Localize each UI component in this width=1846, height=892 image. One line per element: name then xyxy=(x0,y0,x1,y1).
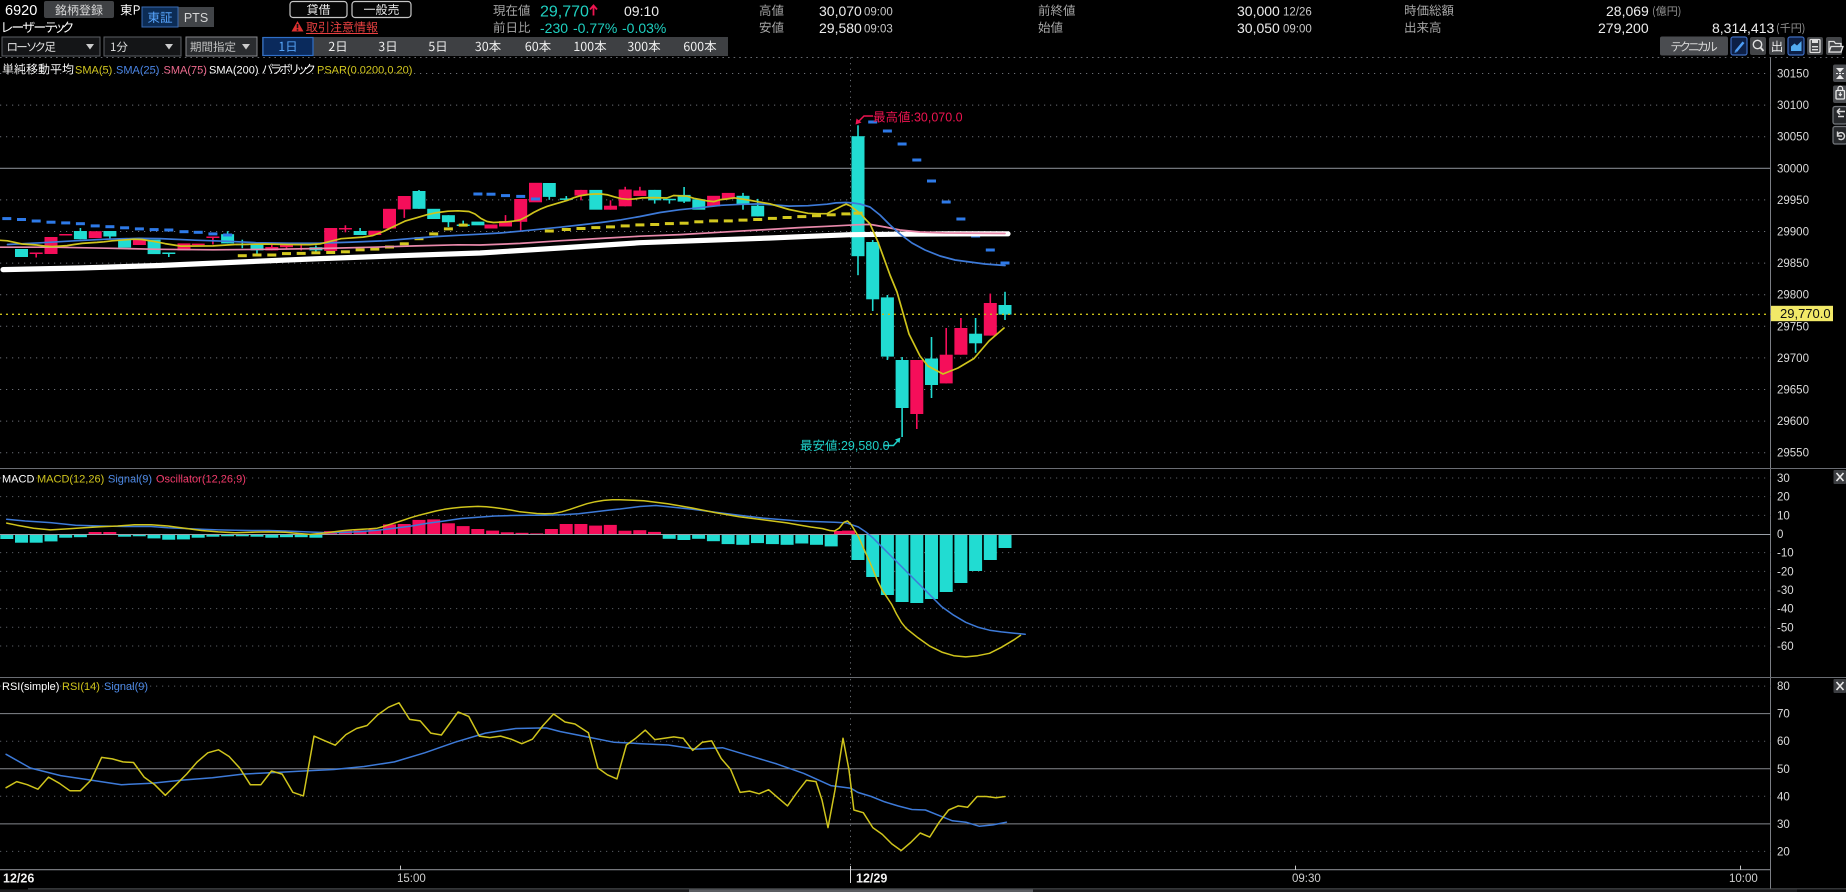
svg-text:30150: 30150 xyxy=(1777,69,1809,81)
svg-text:09:00: 09:00 xyxy=(1283,24,1312,36)
svg-text:20: 20 xyxy=(1777,492,1790,504)
svg-text:80: 80 xyxy=(1777,681,1790,693)
svg-text:MACD(12,26): MACD(12,26) xyxy=(37,474,104,486)
svg-text:28,069: 28,069 xyxy=(1606,3,1649,19)
svg-text:15:00: 15:00 xyxy=(397,873,426,885)
svg-text:-0.77%: -0.77% xyxy=(573,20,617,36)
svg-text:PSAR(0.0200,0.20): PSAR(0.0200,0.20) xyxy=(317,65,412,77)
svg-text:29,580: 29,580 xyxy=(819,20,862,36)
svg-text:30,000: 30,000 xyxy=(1237,3,1280,19)
svg-text:12/29: 12/29 xyxy=(856,872,887,886)
svg-text:6920: 6920 xyxy=(5,3,37,19)
svg-text:10:00: 10:00 xyxy=(1729,873,1758,885)
svg-text:RSI(14): RSI(14) xyxy=(62,681,100,693)
svg-text:Signal(9): Signal(9) xyxy=(108,474,152,486)
svg-text:30000: 30000 xyxy=(1777,163,1809,175)
svg-text:-230: -230 xyxy=(540,20,568,36)
svg-text:29950: 29950 xyxy=(1777,195,1809,207)
svg-text:30: 30 xyxy=(1777,819,1790,831)
svg-text:12/26: 12/26 xyxy=(3,872,34,886)
svg-text:SMA(200): SMA(200) xyxy=(209,65,259,77)
svg-text:8,314,413: 8,314,413 xyxy=(1712,20,1774,36)
svg-text:30,070: 30,070 xyxy=(819,3,862,19)
svg-text:29700: 29700 xyxy=(1777,353,1809,365)
svg-text:12/26: 12/26 xyxy=(1283,7,1312,19)
svg-text:09:30: 09:30 xyxy=(1292,873,1321,885)
svg-text:30,050: 30,050 xyxy=(1237,20,1280,36)
svg-text:29550: 29550 xyxy=(1777,448,1809,460)
svg-text:279,200: 279,200 xyxy=(1598,20,1649,36)
svg-text:-40: -40 xyxy=(1777,604,1794,616)
svg-text:29850: 29850 xyxy=(1777,258,1809,270)
svg-text:29750: 29750 xyxy=(1777,321,1809,333)
svg-text:Oscillator(12,26,9): Oscillator(12,26,9) xyxy=(156,474,246,486)
svg-text::29,580.0: :29,580.0 xyxy=(838,439,890,453)
svg-text:50: 50 xyxy=(1777,764,1790,776)
svg-text:-50: -50 xyxy=(1777,622,1794,634)
svg-text:30100: 30100 xyxy=(1777,100,1809,112)
svg-text:40: 40 xyxy=(1777,791,1790,803)
svg-text:29650: 29650 xyxy=(1777,385,1809,397)
svg-text:SMA(75): SMA(75) xyxy=(164,65,207,77)
svg-text:-20: -20 xyxy=(1777,566,1794,578)
svg-text:70: 70 xyxy=(1777,709,1790,721)
svg-text:29,770: 29,770 xyxy=(540,4,589,21)
svg-text:29800: 29800 xyxy=(1777,290,1809,302)
svg-text:SMA(25): SMA(25) xyxy=(116,65,159,77)
svg-text:29600: 29600 xyxy=(1777,416,1809,428)
svg-text::30,070.0: :30,070.0 xyxy=(911,111,963,125)
svg-text:SMA(5): SMA(5) xyxy=(75,65,112,77)
svg-text:09:10: 09:10 xyxy=(624,3,659,19)
svg-text:29,770.0: 29,770.0 xyxy=(1780,306,1831,321)
svg-text:Signal(9): Signal(9) xyxy=(104,681,148,693)
svg-text:09:00: 09:00 xyxy=(864,7,893,19)
svg-text:RSI(simple): RSI(simple) xyxy=(2,681,59,693)
svg-text:10: 10 xyxy=(1777,510,1790,522)
svg-text:-60: -60 xyxy=(1777,641,1794,653)
svg-text:30050: 30050 xyxy=(1777,132,1809,144)
svg-text:-30: -30 xyxy=(1777,585,1794,597)
svg-text:-0.03%: -0.03% xyxy=(622,20,666,36)
svg-text:0: 0 xyxy=(1777,529,1783,541)
svg-text:29900: 29900 xyxy=(1777,227,1809,239)
svg-text:MACD: MACD xyxy=(2,474,34,486)
svg-text:20: 20 xyxy=(1777,846,1790,858)
svg-text:-10: -10 xyxy=(1777,548,1794,560)
svg-text:60: 60 xyxy=(1777,736,1790,748)
svg-text:PTS: PTS xyxy=(184,11,208,25)
svg-text:30: 30 xyxy=(1777,473,1790,485)
svg-text:09:03: 09:03 xyxy=(864,24,893,36)
